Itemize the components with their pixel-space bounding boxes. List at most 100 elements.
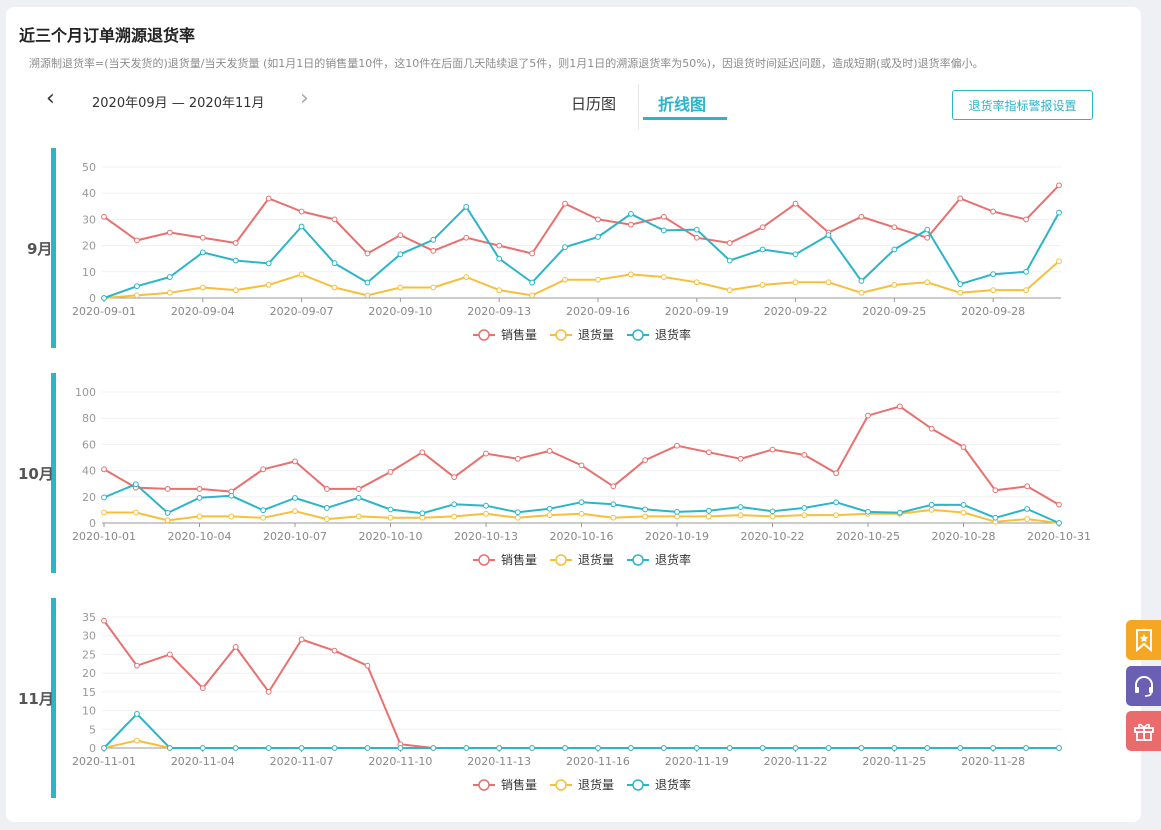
- data-point: [960, 444, 967, 450]
- data-point: [101, 466, 107, 473]
- data-point: [265, 260, 272, 267]
- data-point: [957, 745, 964, 751]
- data-point: [298, 223, 305, 230]
- data-point: [705, 513, 712, 520]
- x-tick-label: 2020-10-22: [741, 530, 805, 543]
- legend-label: 销售量: [501, 327, 537, 342]
- data-point: [825, 279, 832, 286]
- data-point: [660, 745, 667, 751]
- data-point: [546, 448, 553, 454]
- data-point: [891, 224, 898, 231]
- data-point: [164, 510, 171, 516]
- data-point: [265, 688, 272, 695]
- data-point: [397, 745, 404, 751]
- data-point: [1023, 268, 1029, 275]
- data-point: [627, 745, 634, 751]
- data-point: [331, 647, 338, 654]
- data-point: [833, 470, 840, 477]
- data-point: [992, 487, 999, 494]
- chevron-right-icon[interactable]: ›: [300, 86, 309, 111]
- data-point: [737, 512, 744, 519]
- data-point: [642, 457, 649, 464]
- data-point: [726, 745, 733, 751]
- data-point: [483, 450, 489, 457]
- november-line-chart: 0 5 10 15 20 25 30 35 2020-11-01 2020-11-04 2020-1…: [72, 611, 1062, 792]
- data-point: [825, 232, 832, 239]
- series-line: [103, 205, 1060, 299]
- series-line: [103, 260, 1060, 299]
- data-point: [627, 271, 634, 278]
- data-point: [355, 513, 362, 520]
- data-point: [726, 240, 733, 246]
- legend-swatch-marker: [478, 554, 490, 566]
- legend-swatch-marker: [555, 779, 567, 791]
- data-point: [397, 251, 404, 258]
- x-tick-label: 2020-09-16: [566, 305, 630, 318]
- legend-swatch-marker: [555, 329, 567, 341]
- data-point: [364, 279, 371, 286]
- x-tick-label: 2020-10-13: [454, 530, 518, 543]
- data-point: [792, 251, 799, 258]
- tab-calendar[interactable]: 日历图: [571, 95, 617, 113]
- gift-icon[interactable]: [1126, 711, 1161, 751]
- data-point: [463, 203, 470, 210]
- data-point: [355, 494, 362, 501]
- legend-swatch-marker: [478, 779, 490, 791]
- data-point: [610, 514, 617, 521]
- data-point: [166, 274, 173, 280]
- data-point: [451, 474, 458, 481]
- active-tab-indicator: [643, 117, 727, 120]
- data-point: [891, 745, 898, 751]
- data-point: [992, 514, 999, 521]
- bookmark-icon[interactable]: [1126, 620, 1161, 660]
- data-point: [132, 481, 139, 488]
- data-point: [232, 257, 239, 264]
- legend-label: 销售量: [501, 777, 537, 792]
- data-point: [726, 257, 733, 264]
- data-point: [957, 289, 964, 296]
- y-tick-label: 25: [82, 648, 96, 661]
- x-tick-label: 2020-11-13: [467, 755, 531, 768]
- data-point: [610, 501, 617, 508]
- data-point: [801, 505, 808, 511]
- september-line-chart: 0 10 20 30 40 50 2020-09-01 2020-09-04 2020-09-0…: [72, 161, 1062, 342]
- chevron-left-icon[interactable]: ‹: [46, 86, 55, 111]
- data-point: [1056, 501, 1062, 508]
- data-point: [1056, 745, 1062, 751]
- alert-settings-button[interactable]: 退货率指标警报设置: [952, 90, 1093, 120]
- data-point: [463, 274, 470, 280]
- data-point: [298, 745, 305, 751]
- data-point: [1056, 182, 1062, 189]
- data-point: [232, 287, 239, 294]
- y-tick-label: 80: [82, 412, 96, 425]
- tab-line-chart[interactable]: 折线图: [658, 95, 707, 114]
- data-point: [595, 234, 601, 240]
- data-point: [865, 412, 871, 419]
- data-point: [298, 271, 305, 278]
- legend-label: 退货率: [655, 327, 691, 342]
- x-tick-label: 2020-10-25: [836, 530, 900, 543]
- legend-swatch-marker: [632, 329, 644, 341]
- x-tick-label: 2020-11-22: [764, 755, 828, 768]
- headset-icon[interactable]: [1126, 666, 1161, 706]
- y-tick-label: 0: [89, 517, 96, 530]
- data-point: [1024, 506, 1031, 512]
- data-point: [430, 236, 437, 243]
- series-line: [103, 405, 1060, 506]
- data-point: [331, 745, 338, 751]
- data-point: [833, 512, 840, 519]
- data-point: [101, 213, 107, 220]
- data-point: [896, 403, 903, 410]
- data-point: [260, 514, 267, 521]
- y-tick-label: 40: [82, 465, 96, 478]
- data-point: [166, 289, 173, 296]
- month-label: 11月: [18, 690, 54, 708]
- x-tick-label: 2020-09-01: [72, 305, 136, 318]
- y-tick-label: 50: [82, 161, 96, 174]
- y-tick-label: 0: [89, 292, 96, 305]
- x-tick-label: 2020-09-19: [665, 305, 729, 318]
- x-tick-label: 2020-09-25: [862, 305, 926, 318]
- data-point: [928, 425, 935, 432]
- data-point: [232, 644, 239, 650]
- data-point: [990, 287, 997, 294]
